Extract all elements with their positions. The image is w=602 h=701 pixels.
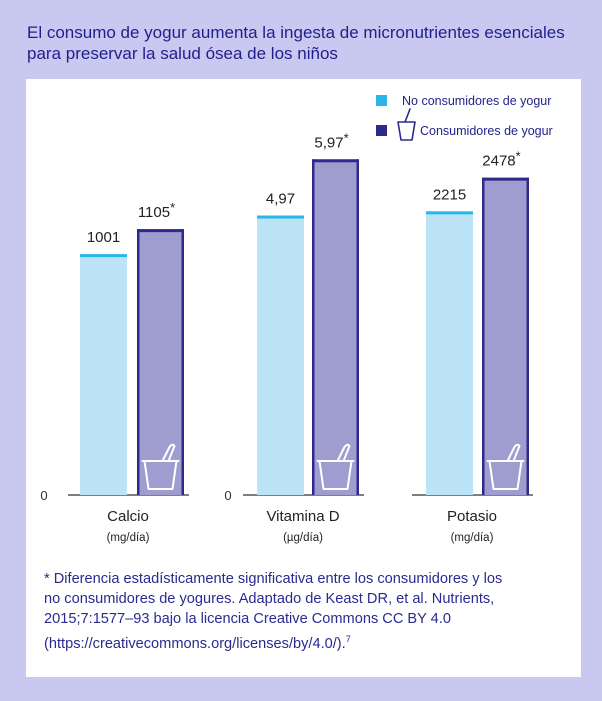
- footnote-reference: 7: [345, 634, 351, 644]
- bar-top-edge: [482, 177, 529, 181]
- footnote-line: no consumidores de yogures. Adaptado de …: [44, 591, 495, 607]
- bar: [312, 159, 359, 495]
- bar-right-edge: [526, 177, 529, 495]
- chart-title: El consumo de yogur aumenta la ingesta d…: [27, 22, 587, 64]
- axis-zero-label: 0: [40, 488, 47, 503]
- bar-left-edge: [482, 177, 485, 495]
- significance-mark: *: [344, 130, 349, 145]
- bar-top-edge: [137, 229, 184, 233]
- yogurt-cup-icon: [486, 443, 525, 490]
- footnote-line: 2015;7:1577–93 bajo la licencia Creative…: [44, 611, 451, 627]
- bar-value-label: 1001: [87, 229, 120, 246]
- legend-label: Consumidores de yogur: [420, 124, 553, 138]
- category-label: Calcio: [107, 508, 149, 525]
- legend-swatch: [376, 125, 387, 136]
- bar-top-edge: [257, 215, 304, 219]
- yogurt-cup-icon: [141, 443, 180, 490]
- bar-top-edge: [80, 254, 127, 258]
- yogurt-cup-icon: [316, 443, 355, 490]
- bar-value-label: 5,97*: [314, 130, 348, 151]
- significance-mark: *: [170, 200, 175, 215]
- footnote-line: * Diferencia estadísticamente significat…: [44, 571, 503, 587]
- significance-mark: *: [516, 149, 521, 164]
- bar: [482, 177, 529, 495]
- bar-value-label: 2215: [433, 186, 466, 203]
- legend-yogurt-cup-icon: [397, 108, 416, 141]
- title-line: El consumo de yogur aumenta la ingesta d…: [27, 23, 565, 42]
- bar: [257, 215, 304, 495]
- bar-top-edge: [426, 211, 473, 215]
- axis-zero-label: 0: [224, 488, 231, 503]
- bar: [426, 211, 473, 495]
- bar-right-edge: [181, 229, 184, 495]
- bar: [137, 229, 184, 495]
- bar-top-edge: [312, 159, 359, 163]
- footnote-line: (https://creativecommons.org/licenses/by…: [44, 629, 584, 654]
- category-unit: (mg/día): [451, 532, 494, 544]
- category-unit: (µg/día): [283, 532, 323, 544]
- bar-value-label: 1105*: [138, 200, 175, 221]
- footnote: * Diferencia estadísticamente significat…: [44, 569, 584, 654]
- bar-value-label: 2478*: [482, 149, 520, 170]
- category-label: Vitamina D: [266, 508, 339, 525]
- category-label: Potasio: [447, 508, 497, 525]
- title-line: para preservar la salud ósea de los niño…: [27, 44, 338, 63]
- legend-label: No consumidores de yogur: [402, 94, 551, 108]
- footnote-line-text: (https://creativecommons.org/licenses/by…: [44, 635, 346, 652]
- category-unit: (mg/día): [107, 532, 150, 544]
- bar-left-edge: [312, 159, 315, 495]
- bar: [80, 254, 127, 495]
- bar-left-edge: [137, 229, 140, 495]
- bar-right-edge: [356, 159, 359, 495]
- legend-swatch: [376, 95, 387, 106]
- bar-value-label: 4,97: [266, 191, 295, 208]
